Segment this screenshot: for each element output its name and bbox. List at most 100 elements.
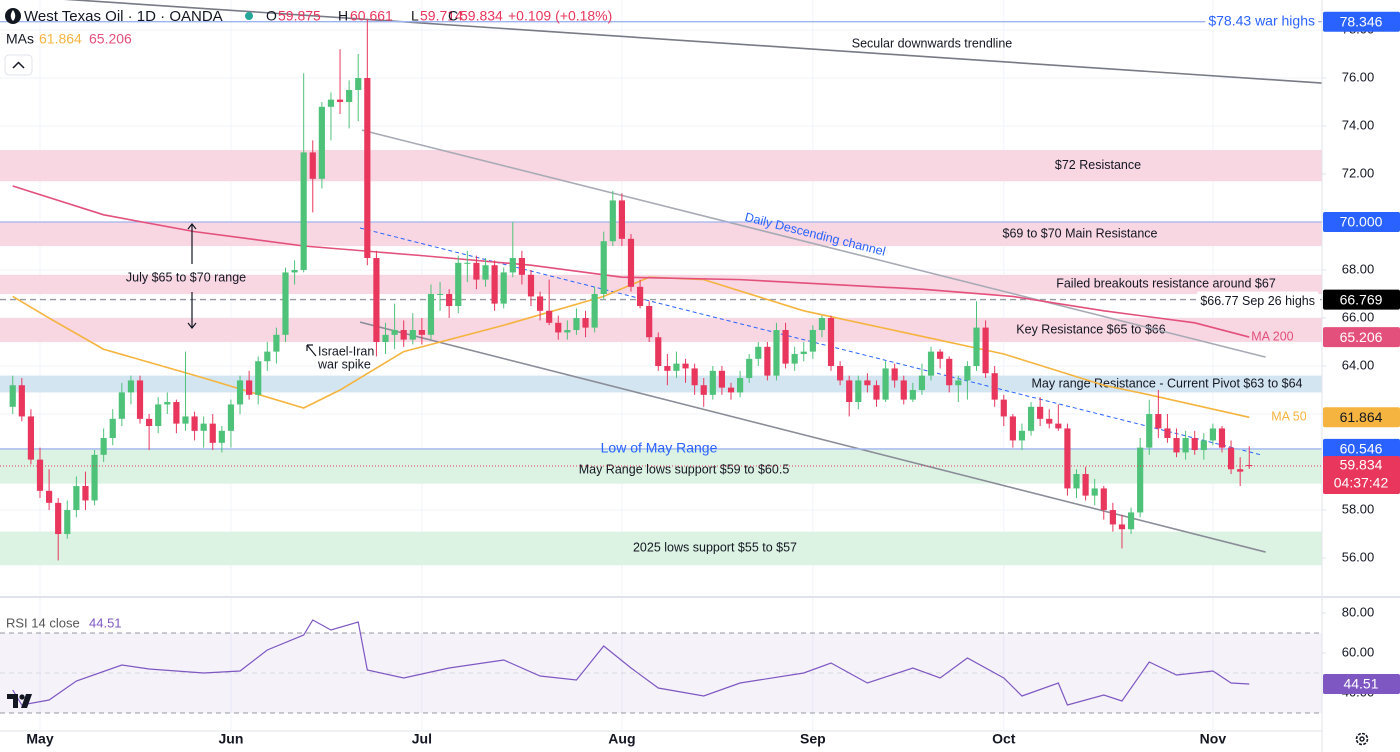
candle-body (773, 330, 780, 376)
candle-body (1018, 430, 1026, 441)
range-arrow (187, 223, 197, 329)
candle-body (1073, 474, 1080, 489)
candle-body (1137, 447, 1144, 513)
ohlc-value: 59.875 (278, 8, 321, 24)
candle-body (46, 490, 53, 503)
candle-body (1155, 414, 1162, 429)
candle-body (818, 318, 826, 331)
candle-body (737, 378, 744, 393)
candle-body (36, 459, 44, 491)
candle-body (382, 334, 389, 343)
candle-body (1173, 438, 1180, 453)
candle-body (664, 366, 671, 371)
x-tick-label: Oct (992, 731, 1016, 747)
candle-body (409, 330, 416, 340)
price-tag (1323, 673, 1400, 694)
x-tick-label: Jun (218, 731, 243, 747)
candle-body (1109, 510, 1116, 525)
candle-body (18, 385, 25, 417)
candle-body (1146, 414, 1153, 448)
candle-body (391, 330, 398, 335)
ma-legend-value: 65.206 (89, 31, 132, 47)
candle-body (982, 327, 989, 374)
candle-body (746, 358, 753, 379)
candle-body (1237, 469, 1244, 472)
trendline (63, 0, 1322, 84)
y-tick-label: 76.00 (1342, 69, 1375, 84)
candle-body (309, 152, 316, 179)
price-tag (1323, 407, 1400, 428)
price-tag (1323, 212, 1400, 233)
rsi-line (12, 619, 1250, 706)
zone (0, 375, 1322, 393)
ohlc-value: 59.714 (420, 8, 463, 24)
candle-body (618, 200, 625, 239)
candle-body (627, 238, 635, 287)
candle-body (164, 402, 171, 405)
zone-label: May range Resistance - Current Pivot $63… (1032, 376, 1303, 390)
candle-body (1127, 512, 1135, 530)
overlay: 56.0058.0060.0062.0064.0066.0068.0070.00… (6, 8, 1400, 747)
price-tag (1323, 11, 1400, 32)
candle-body (600, 241, 607, 295)
market-status (245, 12, 253, 20)
candle-body (827, 318, 835, 367)
price-tag-label: 65.206 (1340, 329, 1383, 345)
candle-body (218, 430, 225, 443)
candle-body (937, 351, 944, 359)
price-tag-label: 60.546 (1340, 441, 1383, 457)
collapse-button[interactable] (4, 54, 33, 76)
settings-icon[interactable] (1355, 732, 1369, 746)
candle-body (546, 310, 553, 323)
logo-part (19, 694, 25, 700)
zone (0, 150, 1322, 182)
ohlc-value: 59.834 (460, 8, 503, 24)
candle-body (655, 337, 662, 367)
candle-body (1246, 465, 1253, 467)
candle-body (491, 265, 498, 304)
candle-body (900, 380, 907, 400)
y-tick-label: 58.00 (1342, 501, 1375, 516)
candle-body (709, 370, 716, 395)
y-tick-label: 80.00 (1342, 604, 1375, 619)
logo-part (7, 694, 18, 708)
candle-body (373, 258, 380, 343)
candle-body (564, 330, 571, 333)
zone-label: $72 Resistance (1055, 158, 1141, 172)
candle-body (200, 423, 207, 431)
candle-body (1055, 423, 1062, 429)
candle-body (182, 416, 189, 424)
candle-body (918, 375, 926, 391)
countdown: 04:37:42 (1334, 475, 1389, 491)
candle-body (236, 380, 244, 405)
zone-label: Key Resistance $65 to $66 (1016, 322, 1165, 336)
y-tick-label: 60.00 (1342, 644, 1375, 659)
ma-label: MA 50 (1271, 410, 1306, 424)
candle-body (155, 404, 162, 427)
y-tick-label: 64.00 (1342, 357, 1375, 372)
zone-label: 2025 lows support $55 to $57 (633, 541, 797, 555)
candle-body (291, 270, 298, 273)
annotation: Israel-Iran (318, 344, 374, 358)
candle-body (73, 486, 80, 511)
line-label: Low of May Range (601, 440, 718, 456)
candle-body (318, 106, 325, 179)
y-tick-label: 56.00 (1342, 549, 1375, 564)
zone (0, 274, 1322, 295)
candle-body (246, 380, 253, 395)
candle-body (846, 380, 853, 403)
rsi-legend-key: RSI 14 close (6, 615, 80, 630)
price-tag-label: 66.769 (1340, 291, 1383, 307)
candle-body (582, 318, 589, 328)
ma-line (12, 185, 1250, 338)
label-background (1205, 13, 1318, 30)
candle-body (127, 380, 135, 393)
candle-body (355, 78, 362, 91)
candle-body (855, 380, 862, 403)
candle-body (1000, 399, 1007, 417)
tv-logo (7, 694, 32, 708)
candle-body (482, 265, 489, 280)
price-tag-label: 78.346 (1340, 13, 1383, 29)
candle-body (1209, 428, 1216, 441)
